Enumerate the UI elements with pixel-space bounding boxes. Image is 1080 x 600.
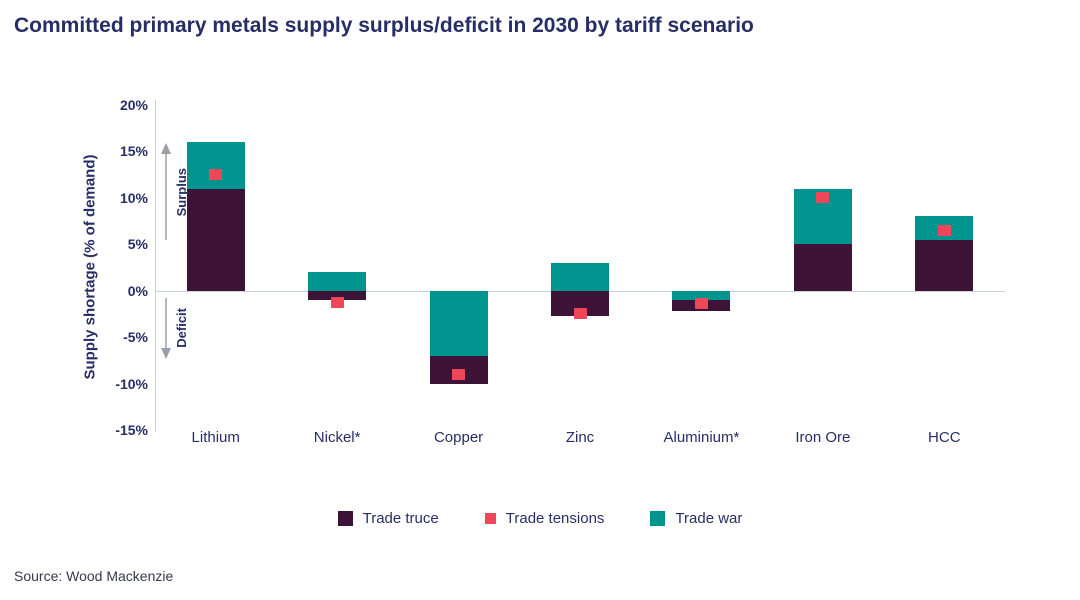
surplus-annotation: Surplus [160,142,189,242]
marker-iron-ore-trade-tensions [816,192,830,204]
marker-aluminium-trade-tensions [694,298,708,310]
y-axis-title: Supply shortage (% of demand) [81,154,99,380]
bar-iron-ore-trade-truce [793,244,852,291]
x-axis-labels: Lithium Nickel* Copper Zinc Aluminium* Iron O… [155,429,1005,451]
bar-copper-trade-war [429,290,488,356]
category-label-nickel: Nickel* [313,429,361,446]
y-axis-ticks: 20% 15% 10% 5% 0% -5% -10% -15% [98,97,148,438]
category-label-lithium: Lithium [191,429,240,446]
bar-nickel-trade-war [308,272,367,291]
marker-hcc-trade-tensions [937,224,951,236]
deficit-annotation: Deficit [160,296,189,360]
marker-copper-trade-tensions [452,368,466,380]
y-tick-label: 20% [119,97,148,113]
y-tick-label: 0% [127,282,148,299]
category-label-hcc: HCC [928,429,961,446]
legend: Trade truce Trade tensions Trade war [0,510,1080,527]
legend-swatch-trade-truce [337,511,353,526]
category-label-aluminium: Aluminium* [663,429,740,446]
y-tick-label: -10% [115,375,148,392]
surplus-label: Surplus [174,167,189,217]
bar-nickel-trade-truce [308,290,367,300]
marker-lithium-trade-tensions [209,169,223,181]
y-tick-label: 5% [127,236,148,253]
y-tick-label: 15% [119,143,148,160]
legend-label-trade-truce: Trade truce [362,510,439,527]
source-text: Source: Wood Mackenzie [14,568,174,584]
plot-area [155,105,1005,430]
legend-swatch-trade-tensions [484,513,496,524]
deficit-arrow-icon [161,298,171,359]
deficit-label: Deficit [174,308,189,348]
bar-aluminium-trade-war [672,290,731,300]
y-tick-label: 10% [119,189,148,206]
y-tick-label: -5% [123,329,148,346]
y-axis-line [155,100,156,432]
legend-item-trade-war: Trade war [650,510,742,527]
legend-item-trade-truce: Trade truce [337,510,439,527]
category-label-iron-ore: Iron Ore [795,429,851,446]
legend-label-trade-war: Trade war [675,510,743,527]
bar-zinc-trade-war [551,262,609,291]
marker-zinc-trade-tensions [573,308,587,320]
page-title: Committed primary metals supply surplus/… [14,14,754,37]
category-label-zinc: Zinc [565,429,595,446]
category-label-copper: Copper [433,429,484,446]
legend-label-trade-tensions: Trade tensions [505,510,605,527]
bar-lithium-trade-war [186,142,245,189]
legend-item-trade-tensions: Trade tensions [484,510,605,527]
bar-hcc-trade-truce [915,239,974,291]
bar-lithium-trade-truce [186,188,245,291]
legend-swatch-trade-war [650,511,666,526]
y-tick-label: -15% [115,422,148,438]
marker-nickel-trade-tensions [330,297,344,309]
surplus-arrow-icon [161,143,171,240]
